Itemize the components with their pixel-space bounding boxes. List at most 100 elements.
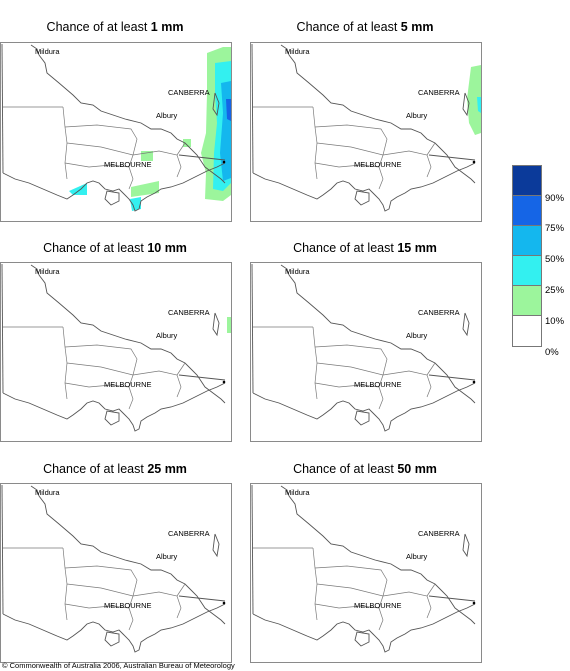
gabo-island-marker <box>222 601 226 605</box>
place-label-albury: Albury <box>406 331 428 340</box>
probability-overlay-10mm <box>227 317 231 333</box>
legend-swatch-90 <box>513 166 541 196</box>
map-10mm-canvas: Mildura CANBERRA Albury MELBOURNE <box>1 263 231 432</box>
port-phillip-bay <box>104 410 120 426</box>
state-border-west <box>251 263 254 394</box>
port-phillip-bay <box>354 190 370 206</box>
port-phillip-bay <box>104 190 120 206</box>
coastline <box>2 382 226 432</box>
map-5mm-canvas: Mildura CANBERRA Albury MELBOURNE <box>251 43 481 212</box>
panel-1-title: Chance of at least 1 mm <box>0 20 230 34</box>
map-panel-50mm: Mildura CANBERRA Albury MELBOURNE <box>250 483 482 663</box>
panel-4-title: Chance of at least 15 mm <box>250 241 480 255</box>
state-border-west <box>1 263 4 394</box>
base-map: Mildura CANBERRA Albury MELBOURNE <box>251 263 476 432</box>
map-panel-15mm: Mildura CANBERRA Albury MELBOURNE <box>250 262 482 442</box>
state-border-east <box>178 595 226 602</box>
legend-label-90: 90% <box>545 193 565 204</box>
place-label-canberra: CANBERRA <box>418 308 460 317</box>
coastline <box>2 603 226 653</box>
panel-3-title: Chance of at least 10 mm <box>0 241 230 255</box>
legend-swatch-10 <box>513 286 541 316</box>
place-label-canberra: CANBERRA <box>168 529 210 538</box>
act-border <box>212 92 220 117</box>
district-boundaries <box>253 106 436 190</box>
coastline <box>252 382 476 432</box>
district-boundaries <box>3 106 186 190</box>
map-panel-25mm: Mildura CANBERRA Albury MELBOURNE <box>0 483 232 663</box>
state-border-north <box>38 274 226 404</box>
gabo-island-marker <box>472 380 476 384</box>
map-panel-10mm: Mildura CANBERRA Albury MELBOURNE <box>0 262 232 442</box>
legend-swatch-25 <box>513 256 541 286</box>
place-label-canberra: CANBERRA <box>168 88 210 97</box>
place-label-melbourne: MELBOURNE <box>104 601 152 610</box>
place-label-mildura: Mildura <box>285 47 310 56</box>
base-map: Mildura CANBERRA Albury MELBOURNE <box>1 484 226 653</box>
copyright-notice: © Commonwealth of Australia 2006, Austra… <box>2 661 235 670</box>
place-label-mildura: Mildura <box>35 488 60 497</box>
state-border-east <box>428 595 476 602</box>
nsw-border-top <box>30 264 40 276</box>
legend-label-25: 25% <box>545 285 565 296</box>
panel-6-title-prefix: Chance of at least <box>293 462 398 476</box>
gabo-island-marker <box>222 380 226 384</box>
map-1mm-canvas: Mildura CANBERRA Albury MELBOURNE <box>1 43 231 212</box>
coastline <box>252 603 476 653</box>
state-border-west <box>1 43 4 174</box>
state-border-west <box>251 43 254 174</box>
base-map: Mildura CANBERRA Albury MELBOURNE <box>251 484 476 653</box>
act-border <box>212 533 220 558</box>
place-label-melbourne: MELBOURNE <box>354 160 402 169</box>
state-border-north <box>38 54 226 184</box>
probability-legend <box>512 165 542 347</box>
panel-5-title-prefix: Chance of at least <box>43 462 148 476</box>
district-boundaries <box>253 326 436 410</box>
gabo-island-marker <box>472 601 476 605</box>
state-border-north <box>38 495 226 625</box>
district-boundaries <box>253 547 436 631</box>
legend-label-10: 10% <box>545 316 565 327</box>
panel-4-title-amount: 15 mm <box>397 241 437 255</box>
act-border <box>212 312 220 337</box>
panel-2-title-prefix: Chance of at least <box>296 20 401 34</box>
port-phillip-bay <box>354 410 370 426</box>
state-border-west <box>1 484 4 615</box>
nsw-border-top <box>30 485 40 497</box>
state-border-east <box>428 374 476 381</box>
panel-5-title: Chance of at least 25 mm <box>0 462 230 476</box>
place-label-albury: Albury <box>406 111 428 120</box>
place-label-mildura: Mildura <box>285 267 310 276</box>
nsw-border-top <box>30 44 40 56</box>
place-label-melbourne: MELBOURNE <box>354 601 402 610</box>
legend-swatch-75 <box>513 196 541 226</box>
district-boundaries <box>3 326 186 410</box>
state-border-east <box>178 374 226 381</box>
place-label-mildura: Mildura <box>35 47 60 56</box>
state-border-west <box>251 484 254 615</box>
act-border <box>462 92 470 117</box>
place-label-melbourne: MELBOURNE <box>104 160 152 169</box>
place-label-melbourne: MELBOURNE <box>354 380 402 389</box>
map-15mm-canvas: Mildura CANBERRA Albury MELBOURNE <box>251 263 476 432</box>
act-border <box>462 533 470 558</box>
place-label-melbourne: MELBOURNE <box>104 380 152 389</box>
legend-label-75: 75% <box>545 223 565 234</box>
map-panel-5mm: Mildura CANBERRA Albury MELBOURNE <box>250 42 482 222</box>
legend-swatch-50 <box>513 226 541 256</box>
coastline <box>252 162 476 212</box>
state-border-north <box>288 54 476 184</box>
state-border-north <box>288 274 476 404</box>
gabo-island-marker <box>222 160 226 164</box>
place-label-albury: Albury <box>156 331 178 340</box>
panel-3-title-amount: 10 mm <box>147 241 187 255</box>
nsw-border-top <box>280 264 290 276</box>
panel-2-title: Chance of at least 5 mm <box>250 20 480 34</box>
place-label-mildura: Mildura <box>35 267 60 276</box>
act-border <box>462 312 470 337</box>
place-label-mildura: Mildura <box>285 488 310 497</box>
base-map: Mildura CANBERRA Albury MELBOURNE <box>1 43 226 212</box>
place-label-albury: Albury <box>156 111 178 120</box>
base-map: Mildura CANBERRA Albury MELBOURNE <box>251 43 476 212</box>
panel-1-title-prefix: Chance of at least <box>46 20 151 34</box>
